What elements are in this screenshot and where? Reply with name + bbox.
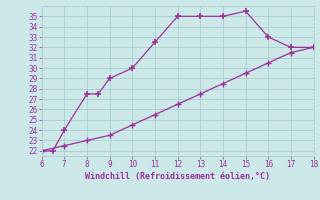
X-axis label: Windchill (Refroidissement éolien,°C): Windchill (Refroidissement éolien,°C) — [85, 172, 270, 181]
